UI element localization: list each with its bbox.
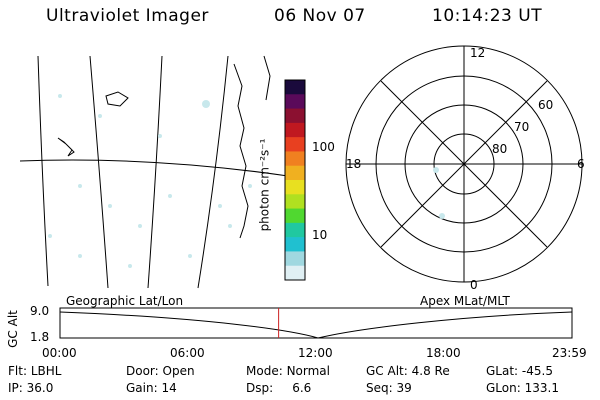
date-label: 06 Nov 07 — [274, 6, 366, 26]
colorbar-segment — [285, 108, 305, 124]
polar-label-0: 0 — [470, 278, 478, 292]
colorbar-segment — [285, 122, 305, 138]
colorbar-segment — [285, 137, 305, 152]
colorbar — [284, 79, 306, 281]
colorbar-label: photon cm⁻²s⁻¹ — [257, 138, 272, 232]
colorbar-segment — [285, 80, 305, 95]
timeline-tick-1200: 12:00 — [298, 346, 333, 360]
polar-label-12: 12 — [470, 46, 486, 60]
timeline-y-axis-label: GC Alt — [5, 310, 20, 348]
seq-readout: Seq: 39 — [366, 381, 412, 395]
timeline-y-bottom: 1.8 — [30, 330, 50, 344]
polar-label-80: 80 — [492, 142, 508, 156]
colorbar-tick-100: 100 — [312, 140, 335, 154]
timeline-tick-0000: 00:00 — [42, 346, 77, 360]
gain-readout: Gain: 14 — [126, 381, 177, 395]
colorbar-segment — [285, 222, 305, 238]
glat-readout: GLat: -45.5 — [486, 364, 553, 378]
timeline-tick-2359: 23:59 — [552, 346, 587, 360]
colorbar-segment — [285, 265, 305, 281]
colorbar-frame — [284, 79, 306, 281]
colorbar-segment — [285, 251, 305, 267]
polar-label-18: 18 — [346, 157, 362, 171]
geographic-map — [19, 55, 289, 289]
time-label: 10:14:23 UT — [432, 6, 543, 26]
colorbar-segment — [285, 180, 305, 195]
timeline-y-top: 9.0 — [30, 304, 50, 318]
gc-alt-readout: GC Alt: 4.8 Re — [366, 364, 450, 378]
filter-readout: Flt: LBHL — [8, 364, 62, 378]
mode-readout: Mode: Normal — [246, 364, 330, 378]
timeline-tick-1800: 18:00 — [426, 346, 461, 360]
colorbar-segment — [285, 237, 305, 252]
colorbar-segment — [285, 151, 305, 167]
polar-label-60: 60 — [538, 98, 554, 112]
ip-readout: IP: 36.0 — [8, 381, 54, 395]
polar-plot — [345, 45, 583, 283]
door-readout: Door: Open — [126, 364, 195, 378]
timeline-left-label: Geographic Lat/Lon — [66, 294, 184, 308]
polar-label-70: 70 — [514, 120, 530, 134]
colorbar-segment — [285, 165, 305, 181]
polar-label-6: 6 — [577, 157, 585, 171]
app-title: Ultraviolet Imager — [46, 6, 209, 26]
timeline-plot — [59, 307, 573, 339]
timeline-tick-0600: 06:00 — [170, 346, 205, 360]
timeline-right-label: Apex MLat/MLT — [420, 294, 510, 308]
colorbar-segment — [285, 94, 305, 110]
colorbar-segment — [285, 208, 305, 224]
dsp-readout: Dsp: 6.6 — [246, 381, 312, 395]
glon-readout: GLon: 133.1 — [486, 381, 559, 395]
colorbar-tick-10: 10 — [312, 228, 328, 242]
colorbar-segment — [285, 194, 305, 210]
